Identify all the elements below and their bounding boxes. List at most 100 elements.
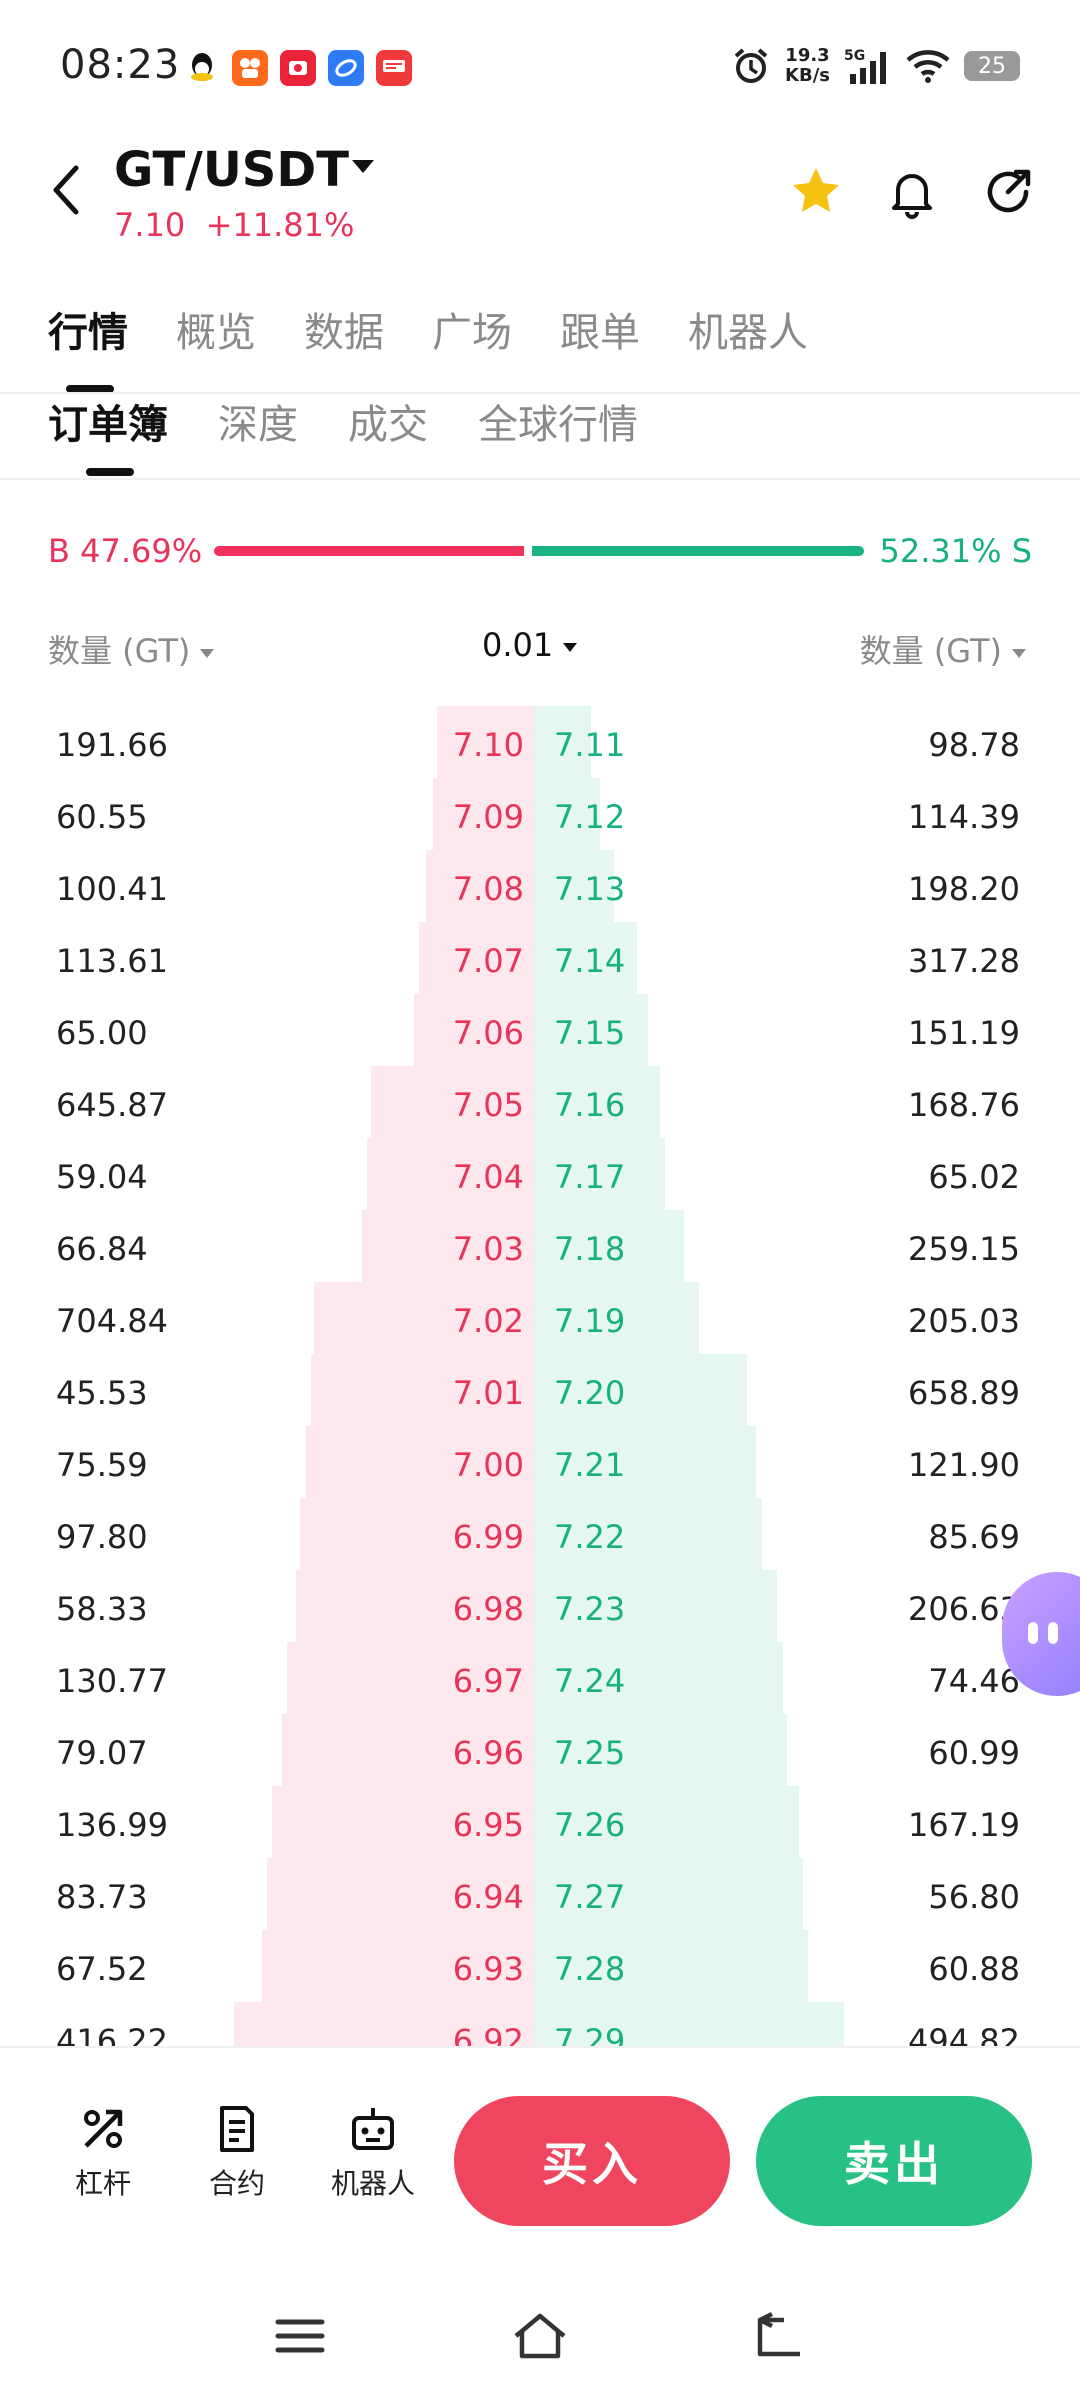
bid-depth-bar xyxy=(418,922,534,994)
ask-price-cell: 7.16 xyxy=(554,1086,626,1124)
bid-price-cell: 7.01 xyxy=(452,1374,524,1412)
last-price: 7.10 xyxy=(114,206,186,244)
order-book-row[interactable]: 45.53 7.01 7.20 658.89 xyxy=(0,1354,1080,1426)
bid-qty-cell: 60.55 xyxy=(56,798,148,836)
svg-text:5G: 5G xyxy=(844,48,865,64)
bid-qty-cell: 416.22 xyxy=(56,2022,168,2046)
ask-depth-bar xyxy=(534,1210,685,1282)
ask-qty-cell: 74.46 xyxy=(928,1662,1020,1700)
bell-icon[interactable] xyxy=(882,162,942,222)
tab-order-book[interactable]: 订单簿 xyxy=(48,402,168,448)
ask-depth-bar xyxy=(534,1930,808,2002)
bid-price-cell: 6.95 xyxy=(452,1806,524,1844)
ask-qty-cell: 56.80 xyxy=(928,1878,1020,1916)
order-book-row[interactable]: 97.80 6.99 7.22 85.69 xyxy=(0,1498,1080,1570)
alarm-icon xyxy=(734,48,768,83)
order-book-row[interactable]: 416.22 6.92 7.29 494.82 xyxy=(0,2002,1080,2046)
ask-qty-cell: 60.99 xyxy=(928,1734,1020,1772)
order-book-row[interactable]: 60.55 7.09 7.12 114.39 xyxy=(0,778,1080,850)
back-arrow-icon[interactable] xyxy=(46,160,86,220)
price-precision-select[interactable]: 0.01 xyxy=(482,626,578,664)
bid-depth-bar xyxy=(414,994,534,1066)
order-book-row[interactable]: 645.87 7.05 7.16 168.76 xyxy=(0,1066,1080,1138)
order-book-row[interactable]: 136.99 6.95 7.26 167.19 xyxy=(0,1786,1080,1858)
share-icon[interactable] xyxy=(978,162,1038,222)
ask-depth-bar xyxy=(534,994,649,1066)
sell-ratio-label: 52.31% S xyxy=(879,532,1033,570)
net-speed: 19.3 KB/s xyxy=(785,45,830,86)
buy-button[interactable]: 买入 xyxy=(454,2096,730,2226)
order-book-row[interactable]: 58.33 6.98 7.23 206.63 xyxy=(0,1570,1080,1642)
order-book-row[interactable]: 130.77 6.97 7.24 74.46 xyxy=(0,1642,1080,1714)
ask-depth-bar xyxy=(534,1858,804,1930)
tab-square[interactable]: 广场 xyxy=(432,310,512,356)
bid-depth-bar xyxy=(314,1282,534,1354)
ask-qty-cell: 98.78 xyxy=(928,726,1020,764)
tab-copy-trading[interactable]: 跟单 xyxy=(560,310,640,356)
bid-depth-bar xyxy=(272,1786,534,1858)
ask-price-cell: 7.20 xyxy=(554,1374,626,1412)
status-bar: 08:23 19.3 KB/s 5G 25 xyxy=(0,0,1080,140)
bid-qty-cell: 83.73 xyxy=(56,1878,148,1916)
mall-icon xyxy=(280,50,316,86)
tab-data[interactable]: 数据 xyxy=(304,310,384,356)
bid-depth-bar xyxy=(362,1210,534,1282)
bid-price-cell: 7.04 xyxy=(452,1158,524,1196)
ask-price-cell: 7.11 xyxy=(554,726,626,764)
ask-price-cell: 7.23 xyxy=(554,1590,626,1628)
order-book-row[interactable]: 83.73 6.94 7.27 56.80 xyxy=(0,1858,1080,1930)
tab-market[interactable]: 行情 xyxy=(48,310,128,356)
wifi-icon xyxy=(906,50,950,83)
status-app-icons xyxy=(184,50,412,86)
favorite-star-icon[interactable] xyxy=(786,162,846,222)
home-nav-icon[interactable] xyxy=(510,2310,570,2362)
pair-dropdown-caret-icon[interactable] xyxy=(352,160,374,173)
bid-depth-bar xyxy=(286,1642,534,1714)
ask-depth-bar xyxy=(534,1498,763,1570)
signal-icon: 5G xyxy=(844,48,886,84)
order-book-row[interactable]: 79.07 6.96 7.25 60.99 xyxy=(0,1714,1080,1786)
menu-nav-icon[interactable] xyxy=(270,2310,330,2362)
status-time: 08:23 xyxy=(60,42,181,88)
tab-depth[interactable]: 深度 xyxy=(218,402,298,448)
ask-price-cell: 7.27 xyxy=(554,1878,626,1916)
bid-qty-cell: 136.99 xyxy=(56,1806,168,1844)
price-change: +11.81% xyxy=(205,206,355,244)
bid-price-cell: 7.02 xyxy=(452,1302,524,1340)
ask-qty-header[interactable]: 数量 (GT) xyxy=(860,626,1026,672)
order-book-row[interactable]: 75.59 7.00 7.21 121.90 xyxy=(0,1426,1080,1498)
leverage-action[interactable]: 杠杆 xyxy=(48,2104,158,2202)
tab-trades[interactable]: 成交 xyxy=(348,402,428,448)
back-nav-icon[interactable] xyxy=(750,2310,810,2362)
pair-title[interactable]: GT/USDT xyxy=(114,142,349,198)
contract-action[interactable]: 合约 xyxy=(182,2104,292,2202)
robot-action[interactable]: 机器人 xyxy=(318,2104,428,2202)
battery-indicator: 25 xyxy=(964,51,1020,81)
ask-depth-bar xyxy=(534,1714,788,1786)
bid-qty-header[interactable]: 数量 (GT) xyxy=(48,626,215,672)
ask-depth-bar xyxy=(534,778,600,850)
order-book-row[interactable]: 704.84 7.02 7.19 205.03 xyxy=(0,1282,1080,1354)
order-book-row[interactable]: 67.52 6.93 7.28 60.88 xyxy=(0,1930,1080,2002)
ask-depth-bar xyxy=(534,1426,756,1498)
tab-overview[interactable]: 概览 xyxy=(176,310,256,356)
ask-price-cell: 7.21 xyxy=(554,1446,626,1484)
order-book-row[interactable]: 65.00 7.06 7.15 151.19 xyxy=(0,994,1080,1066)
bid-price-cell: 7.05 xyxy=(452,1086,524,1124)
ask-price-cell: 7.26 xyxy=(554,1806,626,1844)
assistant-bubble[interactable] xyxy=(1002,1572,1080,1696)
browser-icon xyxy=(328,50,364,86)
bid-qty-cell: 191.66 xyxy=(56,726,168,764)
divider xyxy=(0,478,1080,480)
sell-button[interactable]: 卖出 xyxy=(756,2096,1032,2226)
tab-bots[interactable]: 机器人 xyxy=(688,310,808,356)
bid-price-cell: 6.92 xyxy=(452,2022,524,2046)
order-book-row[interactable]: 100.41 7.08 7.13 198.20 xyxy=(0,850,1080,922)
order-book-row[interactable]: 113.61 7.07 7.14 317.28 xyxy=(0,922,1080,994)
order-book-row[interactable]: 66.84 7.03 7.18 259.15 xyxy=(0,1210,1080,1282)
ask-price-cell: 7.22 xyxy=(554,1518,626,1556)
order-book-row[interactable]: 191.66 7.10 7.11 98.78 xyxy=(0,706,1080,778)
ask-qty-cell: 494.82 xyxy=(908,2022,1020,2046)
tab-global-market[interactable]: 全球行情 xyxy=(478,402,638,448)
order-book-row[interactable]: 59.04 7.04 7.17 65.02 xyxy=(0,1138,1080,1210)
